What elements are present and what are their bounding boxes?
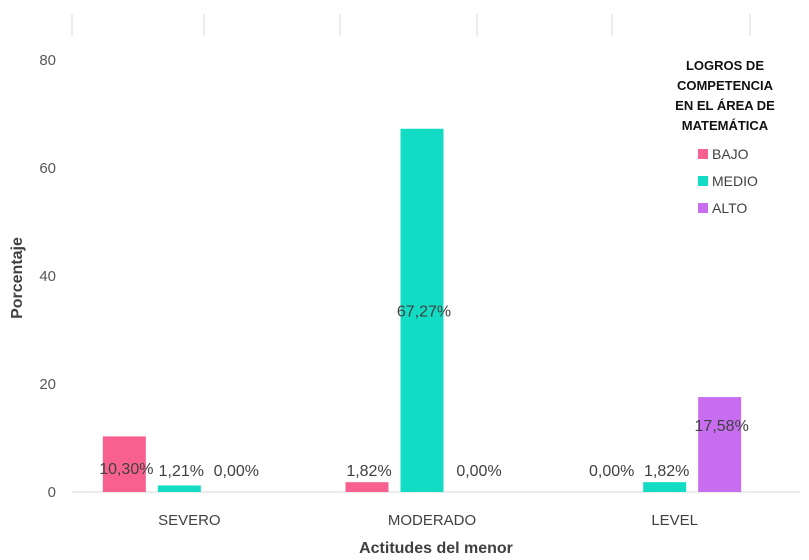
- data-label: 10,30%: [99, 461, 153, 478]
- category-label-level: LEVEL: [651, 512, 698, 529]
- y-tick-label: 80: [39, 52, 56, 69]
- top-tick-marks: [71, 14, 751, 36]
- data-label: 1,82%: [346, 463, 391, 480]
- legend-title-line: MATEMÁTICA: [682, 118, 769, 133]
- data-label: 1,82%: [644, 463, 689, 480]
- data-labels: 10,30% 1,21% 0,00% 1,82% 67,27% 0,00% 0,00% 1,8…: [99, 303, 749, 480]
- data-label: 17,58%: [695, 418, 749, 435]
- legend-title-line: LOGROS DE: [686, 58, 764, 73]
- bar-medio-level: [643, 482, 687, 492]
- legend-label-medio: MEDIO: [712, 173, 758, 189]
- category-label-severo: SEVERO: [158, 512, 221, 529]
- legend-title-line: EN EL ÁREA DE: [675, 98, 775, 113]
- legend-title-line: COMPETENCIA: [677, 78, 774, 93]
- legend-swatch-medio: [698, 176, 708, 186]
- legend-label-alto: ALTO: [712, 200, 747, 216]
- data-label: 0,00%: [214, 463, 259, 480]
- data-label: 67,27%: [397, 303, 451, 320]
- y-axis-title: Porcentaje: [9, 237, 26, 319]
- legend: LOGROS DE COMPETENCIA EN EL ÁREA DE MATEMÁT…: [675, 58, 775, 216]
- y-tick-label: 40: [39, 268, 56, 285]
- y-axis-ticks: 0 20 40 60 80: [39, 52, 56, 501]
- x-axis-title: Actitudes del menor: [359, 540, 513, 557]
- bar-medio-moderado: [400, 128, 444, 492]
- bar-alto-level: [698, 397, 742, 492]
- legend-label-bajo: BAJO: [712, 146, 749, 162]
- y-tick-label: 20: [39, 376, 56, 393]
- y-tick-label: 60: [39, 160, 56, 177]
- category-label-moderado: MODERADO: [388, 512, 476, 529]
- data-label: 0,00%: [456, 463, 501, 480]
- bars: [102, 128, 742, 492]
- bar-bajo-severo: [102, 436, 146, 492]
- x-axis-category-labels: SEVERO MODERADO LEVEL: [158, 512, 698, 529]
- y-tick-label: 0: [48, 484, 56, 501]
- data-label: 0,00%: [589, 463, 634, 480]
- legend-swatch-bajo: [698, 149, 708, 159]
- data-label: 1,21%: [159, 463, 204, 480]
- bar-bajo-moderado: [345, 482, 389, 492]
- legend-swatch-alto: [698, 203, 708, 213]
- bar-medio-severo: [157, 485, 201, 492]
